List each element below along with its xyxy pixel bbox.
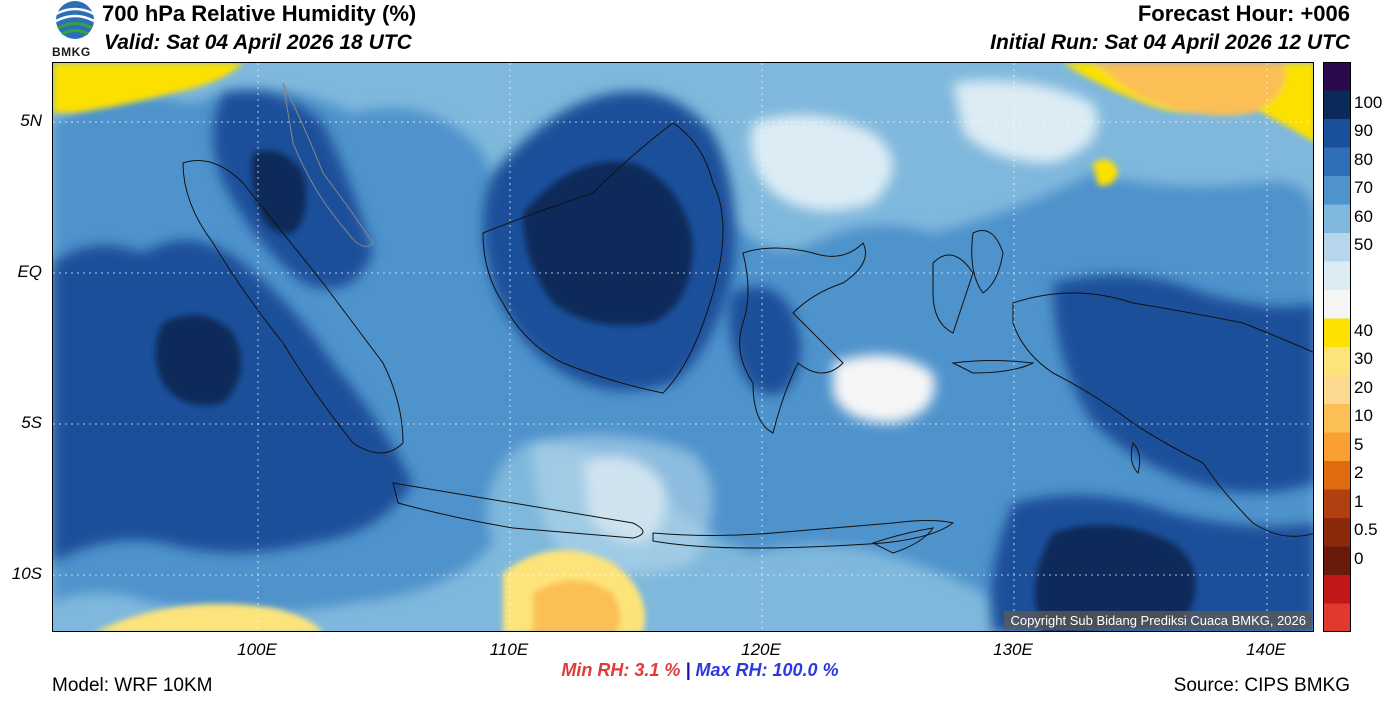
colorbar-swatch	[1323, 461, 1351, 490]
colorbar-label: 1	[1354, 491, 1364, 511]
colorbar-swatch	[1323, 62, 1351, 91]
coast-new-guinea	[1012, 292, 1313, 537]
coast-borneo	[482, 122, 724, 394]
colorbar-label: 0.5	[1354, 520, 1378, 539]
coast-timor	[871, 527, 935, 554]
field-deep-west	[155, 315, 241, 406]
colorbar-label: 60	[1354, 206, 1373, 226]
coast-halmahera	[971, 230, 1004, 294]
colorbar-swatch	[1323, 290, 1351, 319]
colorbar-label: 40	[1354, 320, 1373, 340]
colorbar-label: 2	[1354, 463, 1364, 482]
lon-label-120e: 120E	[741, 640, 781, 659]
lat-label-5n: 5N	[20, 111, 42, 130]
lat-label-eq: EQ	[17, 262, 42, 281]
bmkg-logo	[55, 1, 95, 39]
coast-java	[392, 482, 644, 539]
field-deep-se	[1035, 525, 1196, 631]
colorbar-swatch	[1323, 489, 1351, 519]
field-pale-north	[750, 115, 893, 211]
forecast-hour: Forecast Hour: +006	[1137, 1, 1350, 26]
colorbar-swatch	[1323, 518, 1351, 547]
colorbar-label: 20	[1354, 377, 1373, 397]
colorbar-swatch	[1323, 546, 1351, 576]
map-title: 700 hPa Relative Humidity (%)	[102, 1, 417, 26]
field-yellow-nw	[53, 63, 243, 113]
coastlines	[182, 82, 1313, 554]
field-pale-java-sea	[533, 435, 713, 573]
colorbar-swatch	[1323, 147, 1351, 177]
colorbar-label: 100	[1354, 92, 1383, 112]
colorbar-swatch	[1323, 176, 1351, 205]
field-yellow-sw	[97, 603, 322, 631]
colorbar-labels: 100 90 80 70 60 50 40 30 20 10 5 2 1 0.5 0	[1354, 62, 1400, 632]
colorbar-swatch	[1323, 603, 1351, 632]
coast-seram	[951, 360, 1035, 374]
copyright-notice: Copyright Sub Bidang Prediksi Cuaca BMKG…	[1004, 611, 1312, 630]
colorbar-swatch	[1323, 318, 1351, 348]
colorbar-label: 10	[1354, 406, 1373, 425]
colorbar-swatch	[1323, 404, 1351, 433]
colorbar-border	[1323, 62, 1351, 632]
graticule	[53, 63, 1313, 631]
logo-text: BMKG	[52, 45, 91, 59]
field-dark-east	[1053, 275, 1313, 493]
coast-lesser-sunda	[652, 520, 955, 549]
lon-label-130e: 130E	[993, 640, 1033, 659]
field-dark-west	[53, 240, 413, 563]
lat-label-10s: 10S	[11, 564, 42, 583]
humidity-field	[53, 63, 1313, 631]
colorbar-label: 5	[1354, 434, 1364, 454]
data-source: Source: CIPS BMKG	[1173, 675, 1350, 696]
rh-stats: Min RH: 3.1 % | Max RH: 100.0 %	[0, 660, 1400, 681]
colorbar-swatch	[1323, 375, 1351, 405]
field-white-banda	[833, 355, 935, 423]
coast-aru	[1130, 442, 1141, 474]
lon-label-140e: 140E	[1246, 640, 1286, 659]
model-name: Model: WRF 10KM	[52, 675, 213, 696]
coast-malay-peninsula	[282, 82, 374, 247]
colorbar-label: 30	[1354, 349, 1373, 368]
initial-run: Initial Run: Sat 04 April 2026 12 UTC	[990, 31, 1350, 54]
colorbar-label: 90	[1354, 121, 1373, 140]
max-rh: Max RH: 100.0 %	[695, 660, 839, 680]
field-orange-south	[533, 580, 621, 631]
colorbar-label: 80	[1354, 149, 1373, 169]
coast-maluku	[932, 254, 974, 334]
coast-sumatra	[182, 160, 404, 454]
colorbar-swatch	[1323, 432, 1351, 462]
colorbar-swatch	[1323, 575, 1351, 604]
colorbar	[1323, 62, 1351, 632]
colorbar-swatch	[1323, 119, 1351, 148]
colorbar-swatch	[1323, 90, 1351, 120]
colorbar-swatch	[1323, 261, 1351, 291]
field-yellow-ne-spot	[1093, 159, 1118, 186]
field-deep-sumatra	[251, 150, 307, 234]
lon-label-110e: 110E	[489, 640, 529, 659]
coast-sulawesi	[739, 242, 866, 434]
colorbar-swatch	[1323, 204, 1351, 234]
valid-time: Valid: Sat 04 April 2026 18 UTC	[104, 31, 412, 54]
lat-label-5s: 5S	[21, 413, 42, 432]
colorbar-swatch	[1323, 233, 1351, 262]
field-dark-sulawesi	[729, 286, 801, 395]
stats-separator: |	[685, 660, 691, 680]
colorbar-swatch	[1323, 347, 1351, 376]
field-orange-ne	[1093, 63, 1285, 116]
humidity-map	[52, 62, 1314, 632]
colorbar-label: 0	[1354, 548, 1364, 568]
colorbar-label: 50	[1354, 235, 1373, 254]
min-rh: Min RH: 3.1 %	[561, 660, 681, 680]
lon-label-100e: 100E	[237, 640, 277, 659]
colorbar-label: 70	[1354, 178, 1373, 197]
